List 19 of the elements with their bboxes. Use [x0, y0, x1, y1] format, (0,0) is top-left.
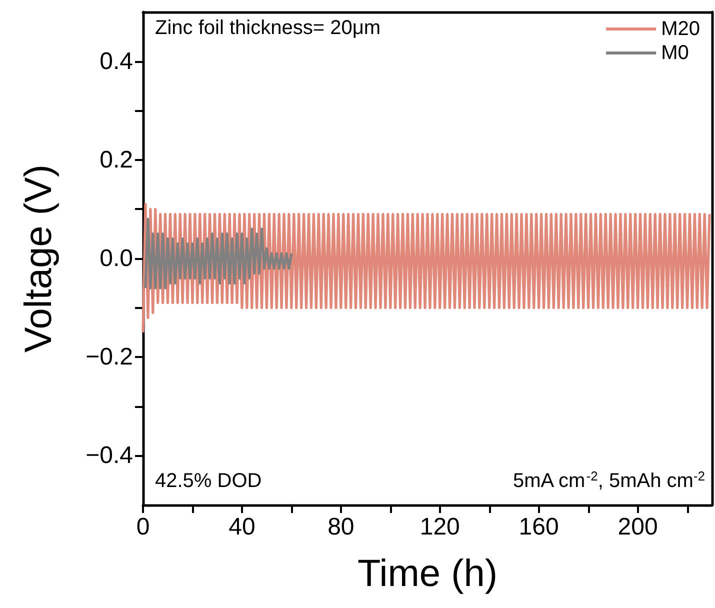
- y-axis-title: Voltage (V): [18, 164, 60, 352]
- x-tick-label: 80: [328, 514, 354, 540]
- line-series: [142, 202, 711, 334]
- y-tick-label: −0.4: [86, 442, 133, 470]
- x-tick-label: 160: [518, 514, 559, 540]
- annotation: Zinc foil thickness= 20μm: [155, 17, 380, 39]
- x-tick-label: 120: [420, 514, 460, 540]
- legend-label: M0: [661, 42, 689, 64]
- legend-label: M20: [661, 18, 700, 40]
- line-series: [144, 218, 293, 290]
- x-tick-label: 200: [618, 514, 658, 540]
- y-tick-label: −0.2: [86, 344, 133, 371]
- y-tick-label: 0.2: [100, 146, 133, 174]
- x-axis-title: Time (h): [357, 553, 498, 595]
- annotation: 42.5% DOD: [155, 470, 262, 492]
- x-tick-label: 0: [136, 514, 150, 540]
- y-tick-label: 0.4: [100, 48, 133, 75]
- y-tick-label: 0.0: [100, 245, 133, 272]
- x-tick-label: 40: [228, 514, 256, 540]
